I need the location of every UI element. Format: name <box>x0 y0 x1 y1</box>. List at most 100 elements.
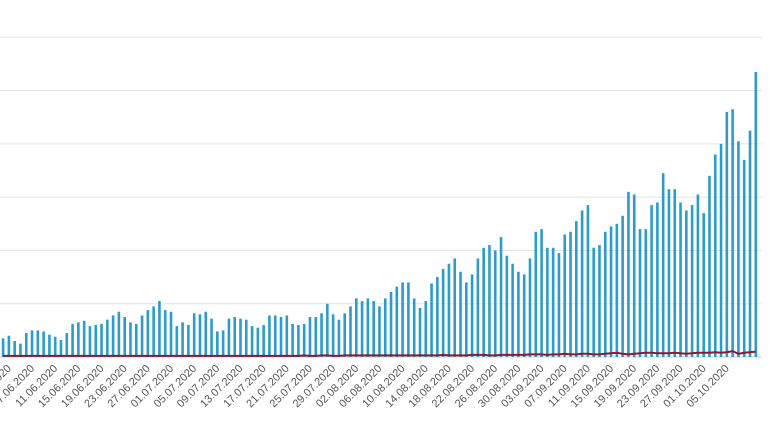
bar <box>24 333 28 357</box>
bar <box>314 317 318 357</box>
bar <box>644 229 648 357</box>
bar <box>719 143 723 357</box>
bar <box>702 213 705 357</box>
bar <box>586 205 590 357</box>
bar <box>256 327 260 357</box>
bar <box>476 258 480 357</box>
bar <box>528 258 532 357</box>
bar <box>713 154 717 357</box>
bar <box>227 318 231 357</box>
bar <box>754 71 758 358</box>
bar <box>71 323 74 357</box>
bar <box>551 247 555 357</box>
bar <box>418 307 422 357</box>
bar <box>505 255 509 357</box>
bar <box>603 231 607 357</box>
bar <box>53 336 57 357</box>
bar <box>557 253 561 357</box>
bar <box>372 301 375 357</box>
bar <box>343 313 347 357</box>
bar <box>430 283 433 357</box>
bar <box>192 313 196 357</box>
bar <box>499 237 503 357</box>
bar <box>106 319 109 357</box>
bar <box>30 330 34 357</box>
bar <box>42 331 45 357</box>
bar <box>187 325 190 357</box>
bar <box>366 298 370 357</box>
bar <box>389 291 393 357</box>
bar <box>331 314 335 357</box>
bar <box>308 317 312 357</box>
bar <box>146 310 150 357</box>
bar <box>737 141 740 357</box>
bar <box>563 234 567 357</box>
bar <box>134 323 138 357</box>
bar <box>273 315 277 357</box>
bar <box>407 282 410 357</box>
bar <box>621 215 624 357</box>
bar <box>482 247 485 357</box>
bar <box>111 315 115 357</box>
bar <box>291 323 294 357</box>
bar <box>123 317 126 357</box>
bar <box>268 315 271 357</box>
bar <box>204 311 208 357</box>
bar <box>517 271 520 357</box>
bar <box>708 175 711 357</box>
bar <box>609 226 613 357</box>
bar <box>244 319 248 357</box>
bar <box>731 109 734 357</box>
bar <box>470 274 474 357</box>
bar <box>465 282 468 357</box>
bar <box>175 326 179 357</box>
bar <box>48 334 51 357</box>
bar <box>297 325 300 357</box>
bar <box>326 303 329 357</box>
bar <box>221 330 225 357</box>
bar <box>661 173 665 357</box>
bar <box>88 326 92 357</box>
bar <box>534 231 538 357</box>
bar <box>546 247 549 357</box>
bar <box>349 306 352 357</box>
bar <box>198 314 202 357</box>
bar <box>94 325 98 357</box>
line <box>3 350 756 357</box>
bar <box>129 322 132 357</box>
bar <box>210 318 213 357</box>
bar <box>441 269 445 357</box>
bar <box>742 159 746 357</box>
bar <box>59 339 63 357</box>
bar <box>580 210 584 357</box>
bar <box>216 331 219 357</box>
bar <box>459 271 462 357</box>
bar <box>667 189 671 357</box>
bar <box>679 202 682 357</box>
bar <box>239 318 242 357</box>
bar <box>685 210 688 357</box>
bar <box>285 315 289 357</box>
bar <box>627 191 630 357</box>
bar <box>575 221 578 357</box>
bar <box>650 205 653 357</box>
bar <box>436 277 439 357</box>
bar <box>77 322 80 357</box>
bar <box>36 330 40 357</box>
bar <box>569 231 572 357</box>
bar <box>158 301 161 357</box>
bar <box>140 315 144 357</box>
bar <box>100 323 103 357</box>
bar <box>250 326 254 357</box>
bar <box>262 325 265 357</box>
bar <box>233 317 236 357</box>
bar <box>412 298 416 357</box>
bar <box>598 245 601 357</box>
bar <box>279 317 283 357</box>
bar <box>748 130 752 357</box>
bar <box>65 333 69 357</box>
bar <box>725 111 729 357</box>
bar <box>169 311 173 357</box>
bar <box>181 322 184 357</box>
bar <box>511 263 514 357</box>
